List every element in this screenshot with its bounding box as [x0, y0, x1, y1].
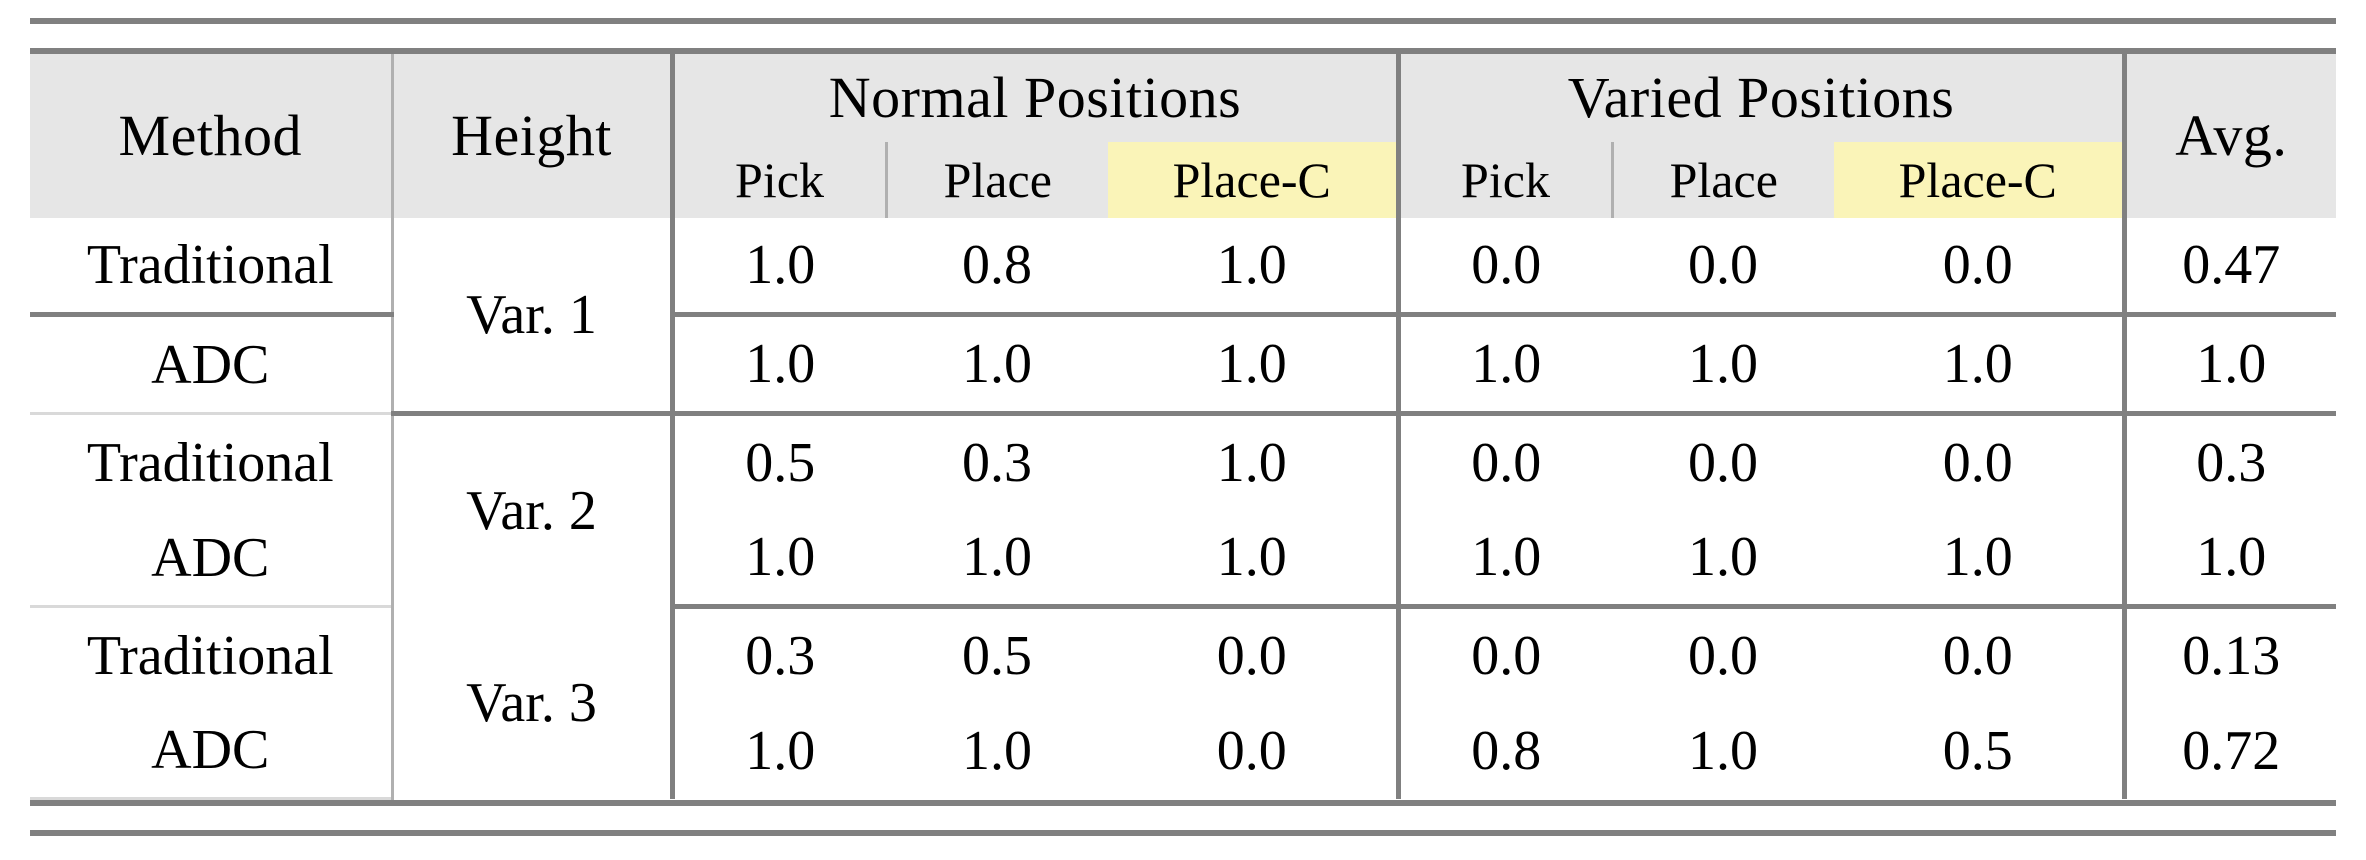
cell-varied-place: 1.0 — [1612, 703, 1834, 799]
cell-method: Traditional — [30, 218, 392, 317]
sub-header-normal-pick: Pick — [669, 142, 886, 218]
cell-normal-place: 1.0 — [886, 703, 1108, 799]
header-row-groups: Method Height Normal Positions Varied Po… — [30, 54, 2337, 218]
col-header-height: Height — [390, 54, 672, 218]
cell-avg: 1.0 — [2124, 314, 2337, 416]
cell-varied-place: 0.0 — [1612, 606, 1834, 703]
table-body: Traditional Var. 1 1.0 0.8 1.0 0.0 0.0 0… — [30, 218, 2337, 800]
cell-normal-place-c: 0.0 — [1108, 703, 1401, 799]
table-row: ADC 1.0 1.0 1.0 1.0 1.0 1.0 1.0 — [30, 314, 2337, 416]
col-header-method: Method — [30, 54, 392, 218]
cell-normal-pick: 1.0 — [669, 314, 886, 416]
cell-varied-place: 1.0 — [1612, 510, 1834, 609]
sub-header-varied-place-c: Place-C — [1834, 142, 2127, 218]
cell-varied-pick: 0.0 — [1398, 413, 1612, 510]
cell-varied-place: 1.0 — [1612, 314, 1834, 416]
cell-normal-pick: 0.5 — [669, 413, 886, 510]
table-head: Method Height Normal Positions Varied Po… — [30, 54, 2337, 218]
cell-varied-pick: 0.8 — [1398, 703, 1612, 799]
cell-avg: 0.72 — [2124, 703, 2337, 799]
sub-header-varied-place: Place — [1610, 142, 1834, 218]
cell-varied-place-c: 0.0 — [1834, 606, 2127, 703]
cell-normal-place: 0.5 — [886, 606, 1108, 703]
cell-normal-place-c: 1.0 — [1108, 413, 1401, 510]
cell-avg: 0.47 — [2124, 218, 2337, 317]
cell-normal-place-c: 1.0 — [1108, 314, 1401, 416]
cell-avg: 0.3 — [2124, 413, 2337, 510]
cell-normal-pick: 0.3 — [669, 606, 886, 703]
cell-varied-pick: 0.0 — [1398, 218, 1612, 317]
cell-avg: 1.0 — [2124, 510, 2337, 609]
cell-normal-place: 0.8 — [886, 218, 1108, 317]
cell-method: ADC — [30, 314, 392, 415]
cell-method: ADC — [30, 703, 392, 800]
cell-avg: 0.13 — [2124, 606, 2337, 703]
cell-height: Var. 1 — [390, 218, 672, 416]
results-table: Method Height Normal Positions Varied Po… — [30, 54, 2337, 800]
cell-method: ADC — [30, 510, 392, 608]
cell-varied-place: 0.0 — [1612, 413, 1834, 510]
cell-normal-place: 1.0 — [886, 510, 1108, 609]
table-row: ADC 1.0 1.0 1.0 1.0 1.0 1.0 1.0 — [30, 510, 2337, 609]
cell-varied-place-c: 0.0 — [1834, 218, 2127, 317]
cell-height: Var. 2 — [390, 413, 672, 607]
col-group-normal-positions: Normal Positions — [669, 54, 1401, 142]
cell-varied-place-c: 0.5 — [1834, 703, 2127, 799]
sub-header-normal-place: Place — [884, 142, 1108, 218]
sub-header-varied-pick: Pick — [1398, 142, 1612, 218]
table-row: Traditional Var. 2 0.5 0.3 1.0 0.0 0.0 0… — [30, 413, 2337, 607]
cell-normal-place-c: 0.0 — [1108, 606, 1401, 703]
bottom-rule-outer — [30, 830, 2336, 836]
cell-normal-place: 1.0 — [886, 314, 1108, 416]
cell-normal-pick: 1.0 — [669, 703, 886, 799]
cell-normal-place: 0.3 — [886, 413, 1108, 510]
cell-normal-pick: 1.0 — [669, 510, 886, 609]
cell-varied-place-c: 0.0 — [1834, 413, 2127, 510]
results-table-wrapper: Method Height Normal Positions Varied Po… — [30, 54, 2337, 800]
cell-varied-place-c: 1.0 — [1834, 314, 2127, 416]
col-group-varied-positions: Varied Positions — [1398, 54, 2127, 142]
cell-varied-pick: 0.0 — [1398, 606, 1612, 703]
cell-varied-place: 0.0 — [1612, 218, 1834, 317]
bottom-rule-inner — [30, 800, 2336, 806]
table-row: ADC 1.0 1.0 0.0 0.8 1.0 0.5 0.72 — [30, 703, 2337, 800]
col-header-avg: Avg. — [2124, 54, 2337, 218]
table-row: Traditional Var. 1 1.0 0.8 1.0 0.0 0.0 0… — [30, 218, 2337, 416]
top-rule-outer — [30, 18, 2336, 24]
header-row-subheaders: Pick Place Place-C Pick Place Place-C — [30, 142, 2336, 218]
cell-method: Traditional — [30, 413, 392, 510]
cell-method: Traditional — [30, 606, 392, 703]
top-rule-inner — [30, 48, 2336, 54]
table-row: Traditional Var. 3 0.3 0.5 0.0 0.0 0.0 0… — [30, 606, 2337, 799]
cell-height: Var. 3 — [390, 606, 672, 799]
cell-varied-pick: 1.0 — [1398, 314, 1612, 416]
cell-varied-place-c: 1.0 — [1834, 510, 2127, 609]
cell-normal-place-c: 1.0 — [1108, 218, 1401, 317]
sub-header-normal-place-c: Place-C — [1108, 142, 1401, 218]
cell-varied-pick: 1.0 — [1398, 510, 1612, 609]
cell-normal-pick: 1.0 — [669, 218, 886, 317]
cell-normal-place-c: 1.0 — [1108, 510, 1401, 609]
